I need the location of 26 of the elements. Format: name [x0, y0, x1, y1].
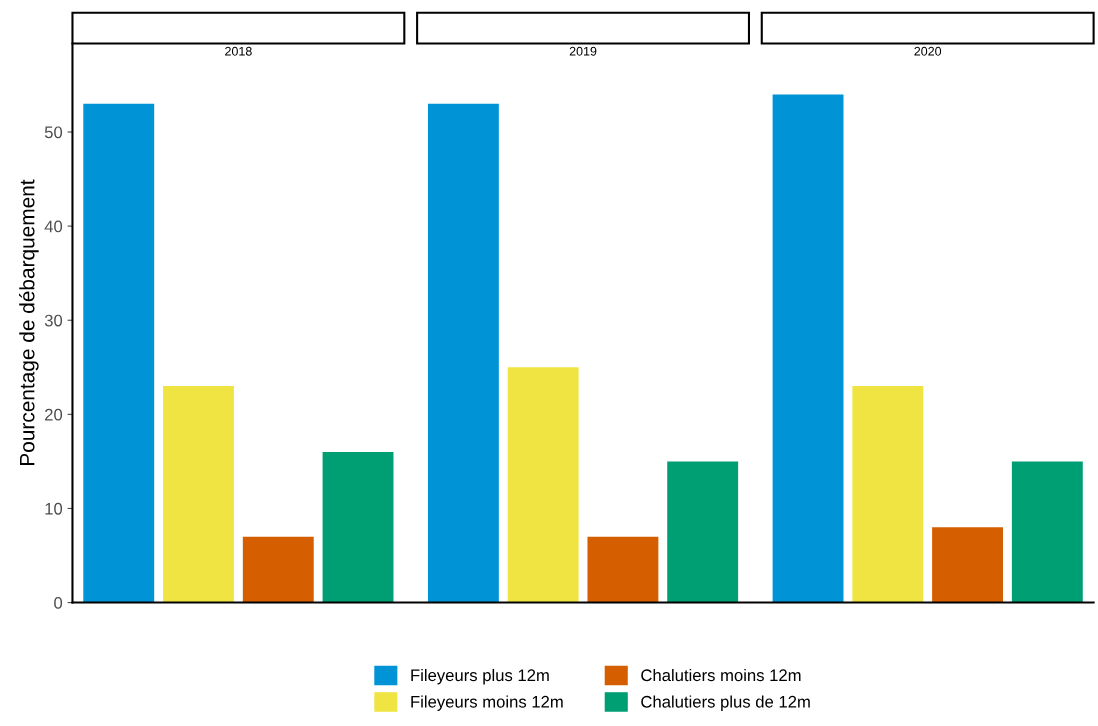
bar — [163, 386, 234, 603]
y-tick-label: 40 — [44, 220, 63, 233]
bar — [242, 536, 314, 603]
y-tick-label: 30 — [44, 314, 63, 327]
x-tick-label: 2020 — [914, 46, 942, 56]
y-axis-title: Pourcentage de débarquement — [18, 179, 39, 465]
bar — [852, 386, 924, 603]
legend-label: Fileyeurs plus 12m — [411, 668, 549, 685]
y-tick-label: 10 — [45, 502, 63, 515]
bar — [772, 94, 844, 603]
bar — [667, 461, 739, 603]
bar — [83, 103, 155, 603]
y-tick-label: 0 — [54, 596, 63, 609]
y-tick-label: 20 — [45, 408, 63, 421]
bar — [587, 536, 659, 603]
x-tick-label: 2019 — [569, 46, 597, 56]
bar — [932, 527, 1004, 603]
bar — [507, 367, 579, 603]
bar — [322, 452, 394, 603]
x-tick-label: 2018 — [225, 46, 252, 56]
y-tick-label: 50 — [44, 126, 63, 139]
legend-label: Chalutiers plus de 12m — [641, 695, 810, 711]
bar — [427, 103, 499, 603]
legend-label: Chalutiers moins 12m — [641, 668, 801, 682]
legend-label: Fileyeurs moins 12m — [411, 695, 563, 711]
bar — [1011, 461, 1083, 603]
